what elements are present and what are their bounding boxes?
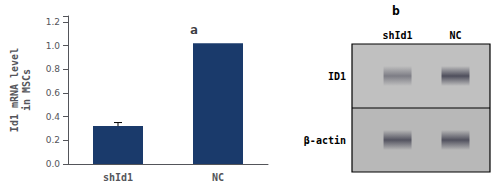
svg-text:0.2: 0.2 — [46, 135, 60, 145]
svg-text:1.2: 1.2 — [46, 17, 60, 27]
svg-text:in MSCs: in MSCs — [21, 69, 32, 111]
svg-text:β-actin: β-actin — [304, 135, 346, 146]
svg-text:shId1: shId1 — [103, 172, 133, 183]
svg-text:NC: NC — [212, 172, 224, 183]
svg-text:0.0: 0.0 — [46, 159, 61, 169]
svg-text:ID1: ID1 — [328, 71, 346, 82]
svg-text:0.8: 0.8 — [46, 64, 61, 74]
svg-text:0.6: 0.6 — [46, 88, 61, 98]
svg-text:b: b — [392, 3, 400, 18]
svg-text:NC: NC — [449, 30, 461, 41]
svg-text:a: a — [190, 22, 198, 37]
svg-text:0.4: 0.4 — [46, 112, 61, 122]
svg-text:1.0: 1.0 — [46, 41, 61, 51]
svg-text:shId1: shId1 — [382, 30, 412, 41]
svg-text:Id1 mRNA level: Id1 mRNA level — [9, 48, 20, 132]
